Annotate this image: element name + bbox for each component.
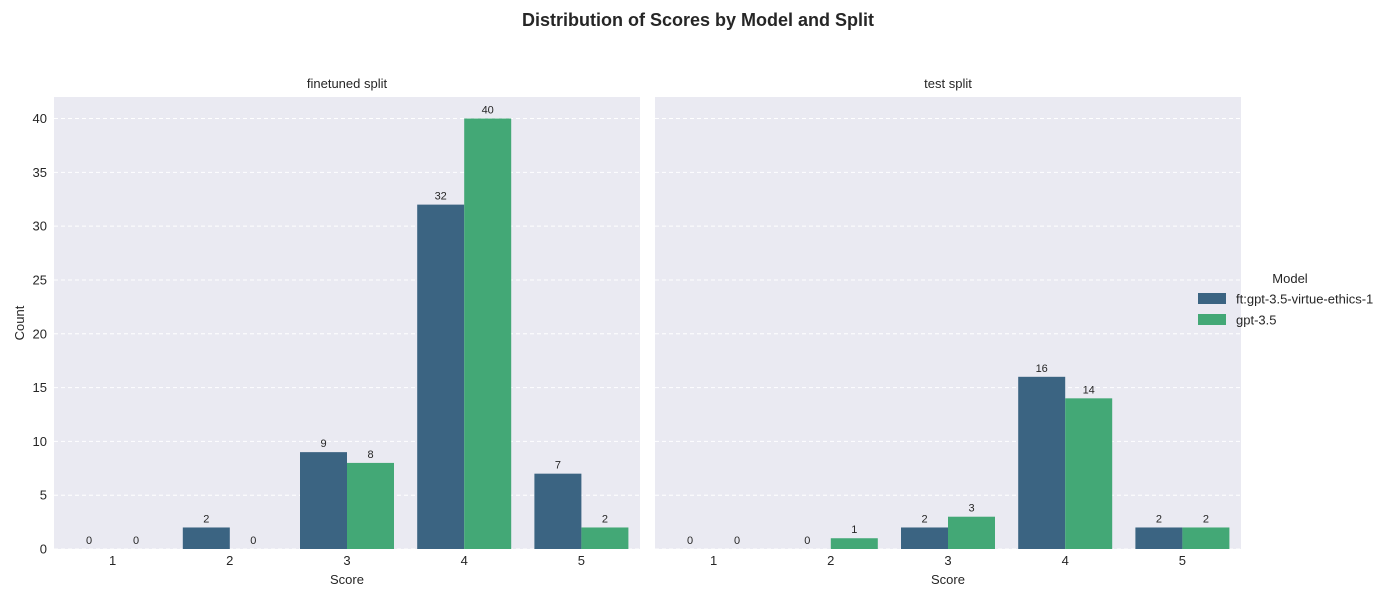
y-tick-label: 5 <box>40 488 47 503</box>
x-tick-label: 3 <box>944 553 951 568</box>
bar-gpt-3-5-score-4 <box>464 118 512 550</box>
y-tick-label: 15 <box>33 380 47 395</box>
bar-ft-gpt-3-5-virtue-ethics-1-score-2 <box>182 527 230 549</box>
y-tick-label: 40 <box>33 111 47 126</box>
bar-ft-gpt-3-5-virtue-ethics-1-score-4 <box>1018 376 1066 549</box>
x-tick-label: 1 <box>710 553 717 568</box>
bar-ft-gpt-3-5-virtue-ethics-1-score-3 <box>901 527 948 549</box>
panel-2: test split 0 0 1 0 1 2 2 3 3 16 14 4 2 2 5 Score <box>655 76 1241 587</box>
bar-value-label: 32 <box>435 191 447 203</box>
bar-value-label: 2 <box>921 513 927 525</box>
bar-value-label: 2 <box>1156 513 1162 525</box>
chart-title: Distribution of Scores by Model and Spli… <box>522 10 874 30</box>
y-tick-label: 30 <box>33 219 47 234</box>
bar-value-label: 9 <box>320 438 326 450</box>
y-tick-label: 25 <box>33 272 47 287</box>
bar-ft-gpt-3-5-virtue-ethics-1-score-4 <box>417 204 465 549</box>
legend-label: gpt-3.5 <box>1236 313 1276 328</box>
bar-value-label: 0 <box>804 535 810 547</box>
x-tick-label: 4 <box>461 553 468 568</box>
bar-value-label: 2 <box>1203 513 1209 525</box>
bar-value-label: 2 <box>203 513 209 525</box>
bar-value-label: 2 <box>602 513 608 525</box>
legend: Model ft:gpt-3.5-virtue-ethics-1 gpt-3.5 <box>1198 271 1373 328</box>
x-tick-label: 5 <box>1179 553 1186 568</box>
panel-title: test split <box>924 76 972 91</box>
legend-label: ft:gpt-3.5-virtue-ethics-1 <box>1236 292 1373 307</box>
bar-value-label: 8 <box>367 449 373 461</box>
bar-gpt-3-5-score-5 <box>1182 527 1230 549</box>
bar-value-label: 16 <box>1036 363 1048 375</box>
plot-background <box>655 97 1241 549</box>
bar-gpt-3-5-score-3 <box>347 462 394 549</box>
bar-ft-gpt-3-5-virtue-ethics-1-score-5 <box>534 473 582 549</box>
panel-title: finetuned split <box>307 76 388 91</box>
x-tick-label: 4 <box>1062 553 1069 568</box>
x-axis-label: Score <box>330 572 364 587</box>
y-tick-label: 20 <box>33 326 47 341</box>
bar-value-label: 1 <box>851 524 857 536</box>
x-axis-label: Score <box>931 572 965 587</box>
bar-value-label: 40 <box>482 105 494 117</box>
legend-swatch <box>1198 314 1226 325</box>
bar-value-label: 0 <box>734 535 740 547</box>
x-tick-label: 1 <box>109 553 116 568</box>
bar-ft-gpt-3-5-virtue-ethics-1-score-3 <box>300 452 347 549</box>
bar-ft-gpt-3-5-virtue-ethics-1-score-5 <box>1135 527 1183 549</box>
x-tick-label: 3 <box>343 553 350 568</box>
y-tick-label: 10 <box>33 434 47 449</box>
bar-value-label: 0 <box>133 535 139 547</box>
bar-value-label: 0 <box>250 535 256 547</box>
legend-swatch <box>1198 293 1226 304</box>
bar-value-label: 7 <box>555 460 561 472</box>
bar-gpt-3-5-score-2 <box>830 538 878 549</box>
bar-value-label: 14 <box>1083 384 1095 396</box>
legend-title: Model <box>1272 271 1308 286</box>
y-tick-label: 0 <box>40 542 47 557</box>
bar-value-label: 0 <box>687 535 693 547</box>
bar-gpt-3-5-score-5 <box>581 527 629 549</box>
bar-value-label: 0 <box>86 535 92 547</box>
x-tick-label: 5 <box>578 553 585 568</box>
x-tick-label: 2 <box>827 553 834 568</box>
x-tick-label: 2 <box>226 553 233 568</box>
y-axis-label: Count <box>12 305 27 340</box>
bar-gpt-3-5-score-4 <box>1065 398 1113 549</box>
y-tick-label: 35 <box>33 165 47 180</box>
bar-value-label: 3 <box>968 503 974 515</box>
bar-gpt-3-5-score-3 <box>948 516 995 549</box>
